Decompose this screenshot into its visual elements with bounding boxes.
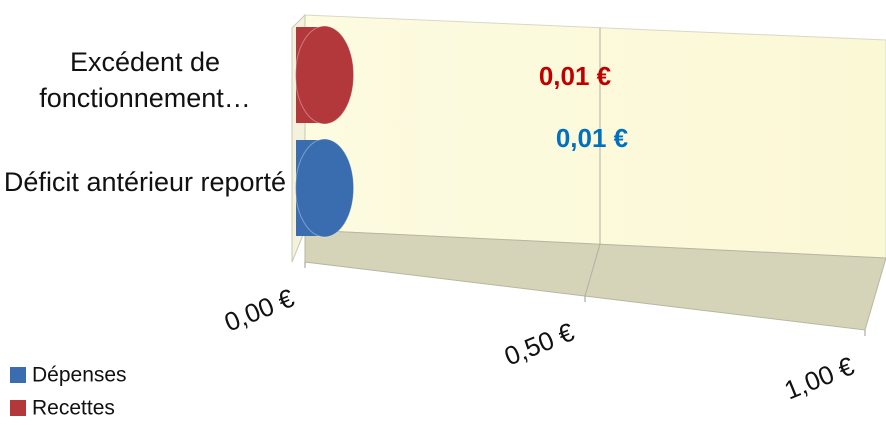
value-label: 0,01 € bbox=[539, 61, 611, 91]
legend-swatch bbox=[10, 367, 26, 383]
value-label: 0,01 € bbox=[556, 123, 628, 153]
x-tick-label: 0,50 € bbox=[500, 316, 579, 371]
legend-label: Recettes bbox=[32, 397, 115, 420]
bar bbox=[295, 25, 355, 125]
grid-line bbox=[584, 27, 601, 297]
x-tick-label: 0,00 € bbox=[220, 282, 299, 337]
x-tick-label: 1,00 € bbox=[780, 350, 859, 405]
legend-label: Dépenses bbox=[32, 364, 127, 387]
legend-swatch bbox=[10, 400, 26, 416]
category-label: Déficit antérieur reporté bbox=[3, 167, 287, 197]
bar bbox=[295, 138, 355, 238]
category-label: Excédent de fonctionnement… bbox=[39, 47, 251, 113]
